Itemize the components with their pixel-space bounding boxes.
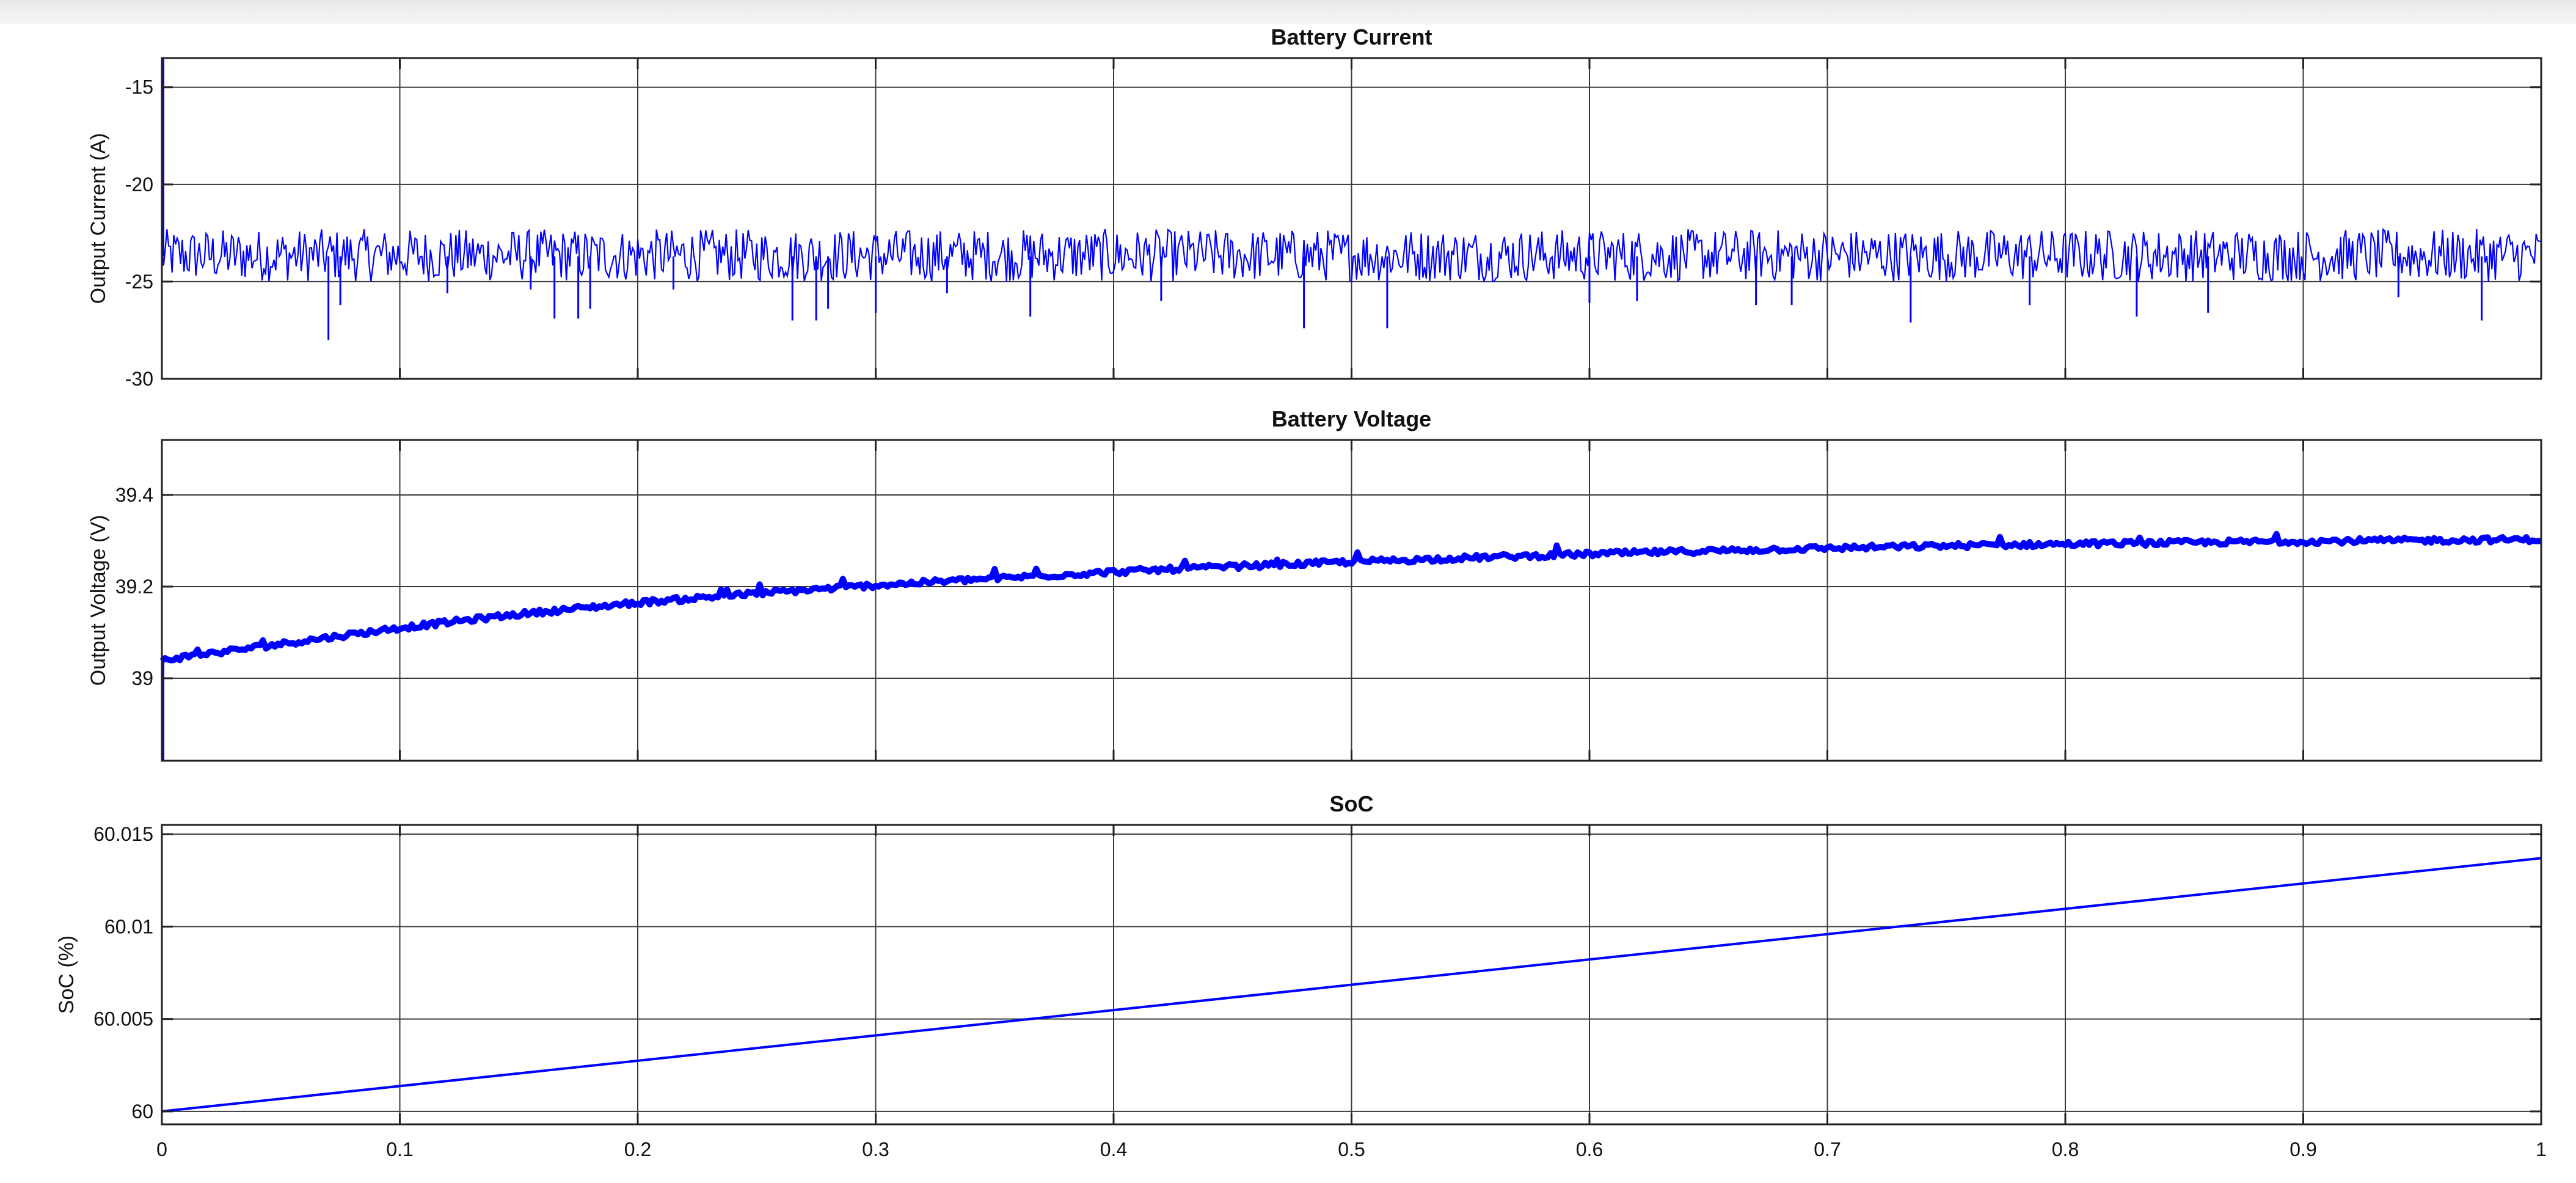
top-band (0, 0, 2576, 24)
y-tick-label: 39 (131, 667, 153, 689)
panel-title: Battery Current (1271, 24, 1432, 49)
y-tick-label: -20 (125, 174, 153, 196)
y-tick-label: 60.005 (93, 1008, 153, 1030)
panel-battery-voltage: 39 39.2 39.4 Battery Voltage Output Voltag… (87, 406, 2542, 762)
y-axis-label: Output Voltage (V) (87, 515, 110, 686)
noise-trace (161, 228, 2542, 284)
y-tick-label: -30 (125, 368, 153, 390)
series-battery-current (161, 58, 2542, 340)
y-axis-label: SoC (%) (55, 936, 78, 1014)
x-tick-label: 0.4 (1100, 1138, 1127, 1160)
y-tick-label: 60.01 (104, 915, 153, 937)
x-tick-label: 0.2 (624, 1138, 651, 1160)
x-tick-label: 0.9 (2290, 1138, 2316, 1160)
x-tick-label: 0.8 (2052, 1138, 2079, 1160)
x-tick-label: 1 (2536, 1138, 2547, 1160)
panel-title: SoC (1330, 791, 1374, 816)
plot-border (161, 57, 2542, 380)
y-ticks: 60.015 60.01 60.005 60 (93, 823, 2541, 1123)
y-ticks: 39 39.2 39.4 (115, 484, 2541, 689)
plot-border (161, 439, 2542, 762)
y-axis-label: Output Current (A) (87, 133, 110, 304)
x-tick-label: 0.6 (1576, 1138, 1603, 1160)
y-tick-label: 60.015 (93, 823, 153, 845)
x-ticks: 0 0.1 0.2 0.3 0.4 0.5 0.6 0.7 0.8 0.9 1 (156, 825, 2547, 1160)
x-tick-label: 0 (156, 1138, 167, 1160)
x-tick-label: 0.5 (1338, 1138, 1365, 1160)
y-tick-label: 39.4 (115, 484, 153, 506)
plot-border (161, 824, 2542, 1126)
soc-trace (161, 857, 2542, 1113)
y-tick-label: 39.2 (115, 576, 153, 598)
panel-battery-current: -15 -20 -25 -30 Battery Current Output Curr… (87, 24, 2542, 390)
y-tick-label: -15 (125, 76, 153, 98)
y-tick-label: 60 (131, 1101, 153, 1123)
voltage-trace (159, 530, 2542, 664)
x-tick-label: 0.3 (862, 1138, 889, 1160)
x-tick-label: 0.1 (386, 1138, 413, 1160)
y-tick-label: -25 (125, 271, 153, 293)
panel-title: Battery Voltage (1272, 406, 1431, 431)
series-battery-voltage (159, 530, 2542, 761)
series-soc (161, 857, 2542, 1113)
x-tick-label: 0.7 (1814, 1138, 1841, 1160)
y-ticks: -15 -20 -25 -30 (125, 76, 2541, 390)
